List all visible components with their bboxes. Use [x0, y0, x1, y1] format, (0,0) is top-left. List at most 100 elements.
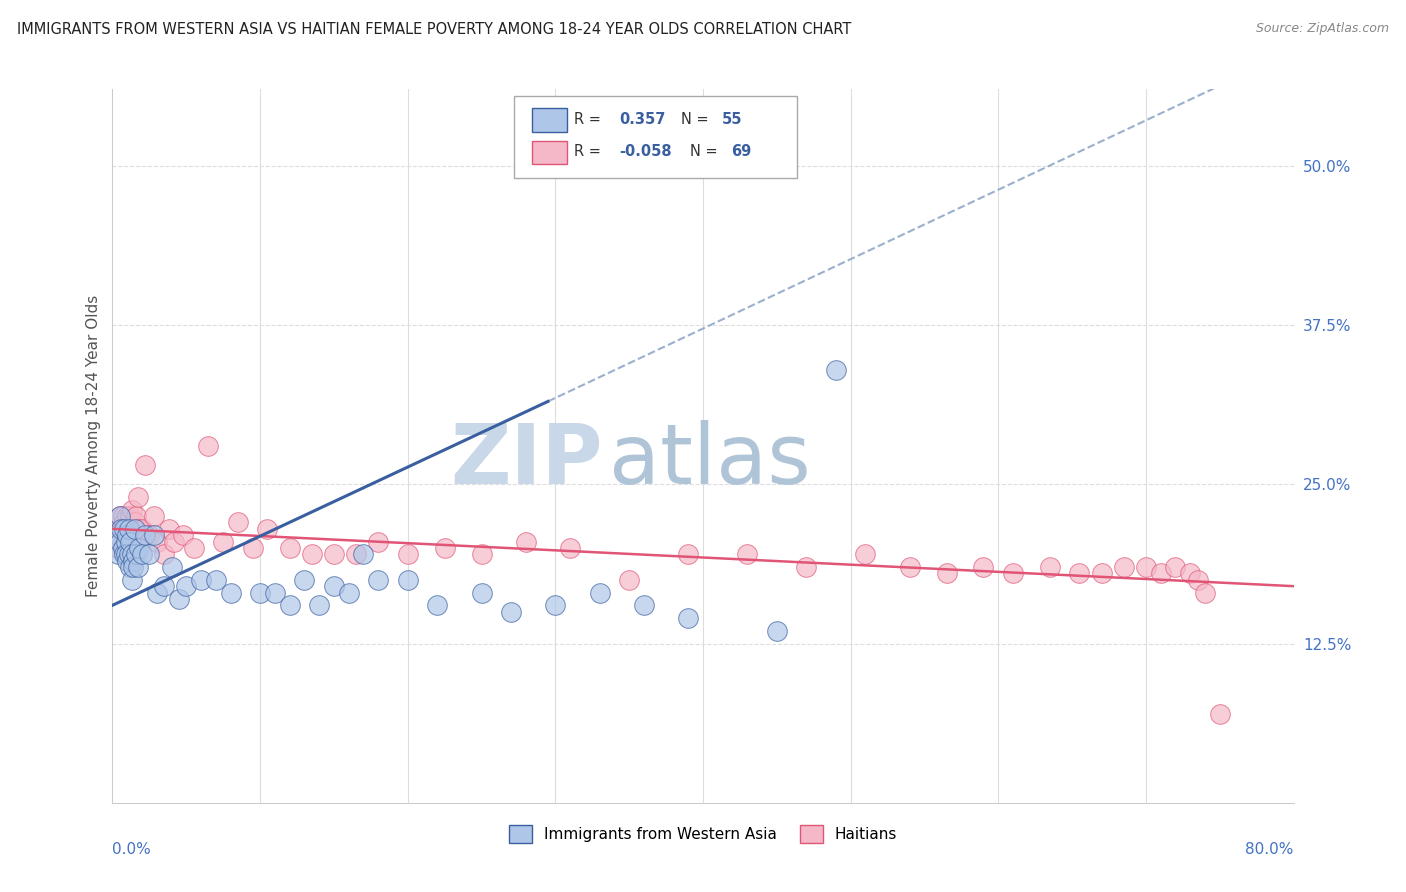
Point — [226, 516, 249, 530]
Point — [120, 509, 142, 524]
Point — [114, 541, 136, 555]
Point — [134, 528, 156, 542]
Text: 55: 55 — [721, 112, 742, 128]
Point — [160, 560, 183, 574]
Point — [766, 624, 789, 638]
Point — [219, 585, 242, 599]
Point — [898, 560, 921, 574]
Text: N =: N = — [681, 112, 709, 128]
Point — [396, 547, 419, 561]
Point — [278, 541, 301, 555]
Text: Source: ZipAtlas.com: Source: ZipAtlas.com — [1256, 22, 1389, 36]
Point — [110, 522, 132, 536]
Point — [396, 573, 419, 587]
Point — [1091, 566, 1114, 581]
Point — [112, 534, 135, 549]
Point — [111, 541, 134, 555]
Point — [190, 573, 212, 587]
Text: IMMIGRANTS FROM WESTERN ASIA VS HAITIAN FEMALE POVERTY AMONG 18-24 YEAR OLDS COR: IMMIGRANTS FROM WESTERN ASIA VS HAITIAN … — [17, 22, 851, 37]
Point — [367, 573, 389, 587]
Point — [108, 528, 131, 542]
Text: 0.0%: 0.0% — [112, 842, 152, 857]
Text: atlas: atlas — [609, 420, 810, 500]
Point — [121, 547, 143, 561]
Point — [197, 439, 219, 453]
Point — [114, 534, 136, 549]
Point — [737, 547, 759, 561]
Point — [138, 528, 160, 542]
Point — [117, 547, 138, 561]
Text: 80.0%: 80.0% — [1246, 842, 1294, 857]
Point — [1164, 560, 1187, 574]
Point — [344, 547, 367, 561]
Point — [105, 522, 128, 536]
Point — [121, 573, 143, 587]
Point — [1069, 566, 1091, 581]
Point — [122, 534, 145, 549]
Point — [1150, 566, 1173, 581]
Point — [433, 541, 456, 555]
Point — [183, 541, 205, 555]
Point — [256, 522, 278, 536]
Point — [118, 541, 141, 555]
Point — [128, 541, 150, 555]
Point — [855, 547, 877, 561]
Point — [146, 534, 169, 549]
Point — [544, 599, 567, 613]
FancyBboxPatch shape — [531, 109, 567, 132]
Point — [153, 579, 176, 593]
Point — [112, 522, 135, 536]
Point — [120, 560, 142, 574]
Point — [122, 560, 145, 574]
Point — [117, 554, 138, 568]
Point — [146, 585, 169, 599]
Text: R =: R = — [574, 145, 602, 160]
Legend: Immigrants from Western Asia, Haitians: Immigrants from Western Asia, Haitians — [503, 819, 903, 848]
Point — [678, 611, 700, 625]
Text: R =: R = — [574, 112, 602, 128]
Text: N =: N = — [690, 145, 717, 160]
Text: 0.357: 0.357 — [619, 112, 665, 128]
Point — [1208, 706, 1232, 721]
Point — [163, 534, 186, 549]
Point — [153, 547, 176, 561]
Point — [108, 509, 131, 524]
Point — [205, 573, 228, 587]
Point — [935, 566, 957, 581]
Point — [108, 534, 131, 549]
Point — [118, 522, 141, 536]
Point — [142, 509, 165, 524]
Point — [127, 490, 149, 504]
Point — [249, 585, 271, 599]
Point — [117, 509, 138, 524]
Point — [426, 599, 449, 613]
Point — [129, 534, 152, 549]
Point — [172, 528, 194, 542]
Point — [292, 573, 315, 587]
Point — [1178, 566, 1201, 581]
Point — [308, 599, 330, 613]
Point — [120, 522, 142, 536]
Point — [678, 547, 700, 561]
Point — [824, 362, 846, 376]
Point — [124, 522, 146, 536]
Point — [112, 516, 135, 530]
Point — [1001, 566, 1024, 581]
Point — [1039, 560, 1062, 574]
Point — [337, 585, 360, 599]
Point — [111, 509, 134, 524]
Point — [122, 554, 145, 568]
Y-axis label: Female Poverty Among 18-24 Year Olds: Female Poverty Among 18-24 Year Olds — [86, 295, 101, 597]
Point — [1194, 585, 1216, 599]
Point — [134, 458, 156, 472]
Point — [131, 522, 153, 536]
FancyBboxPatch shape — [531, 141, 567, 164]
Point — [501, 605, 523, 619]
Point — [118, 547, 141, 561]
Point — [301, 547, 323, 561]
Point — [278, 599, 301, 613]
Point — [1187, 573, 1209, 587]
Point — [125, 509, 148, 524]
Text: 69: 69 — [731, 145, 752, 160]
Point — [114, 522, 136, 536]
